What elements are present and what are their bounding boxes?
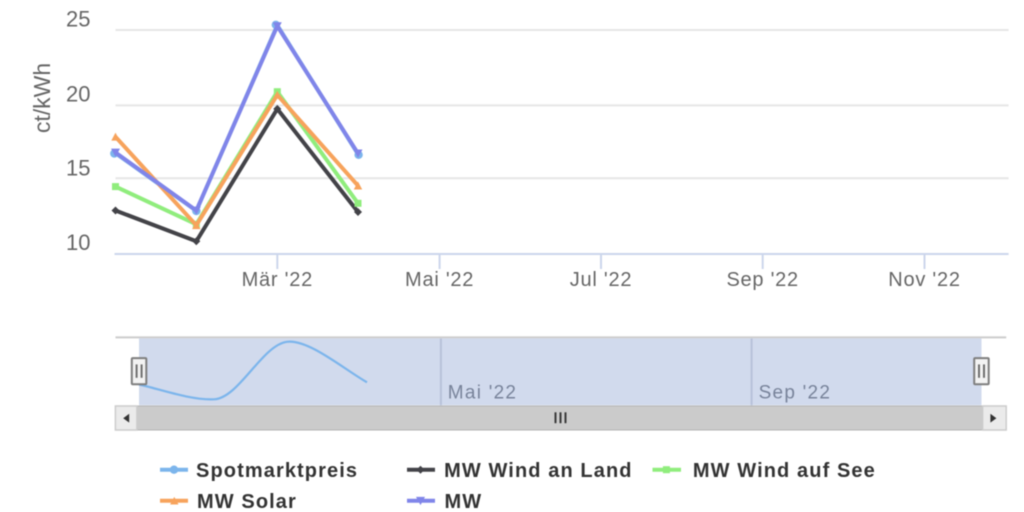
svg-text:Mär '22: Mär '22 [242,269,313,291]
svg-text:MW Solar: MW Solar [197,491,297,512]
svg-text:Mai '22: Mai '22 [448,382,517,403]
svg-text:25: 25 [66,7,90,32]
svg-text:Mai '22: Mai '22 [405,269,474,291]
svg-text:MW Wind an Land: MW Wind an Land [444,460,633,482]
svg-text:Nov '22: Nov '22 [888,269,960,291]
svg-text:15: 15 [66,156,90,181]
svg-text:Sep '22: Sep '22 [759,382,832,403]
svg-text:Spotmarktpreis: Spotmarktpreis [196,460,358,482]
svg-text:Jul '22: Jul '22 [570,269,632,291]
svg-text:10: 10 [66,230,90,255]
svg-text:Sep '22: Sep '22 [726,269,798,291]
svg-text:20: 20 [66,81,90,106]
svg-text:ct/kWh: ct/kWh [29,63,55,133]
svg-text:MW: MW [445,491,483,512]
svg-text:MW Wind auf See: MW Wind auf See [693,460,876,482]
